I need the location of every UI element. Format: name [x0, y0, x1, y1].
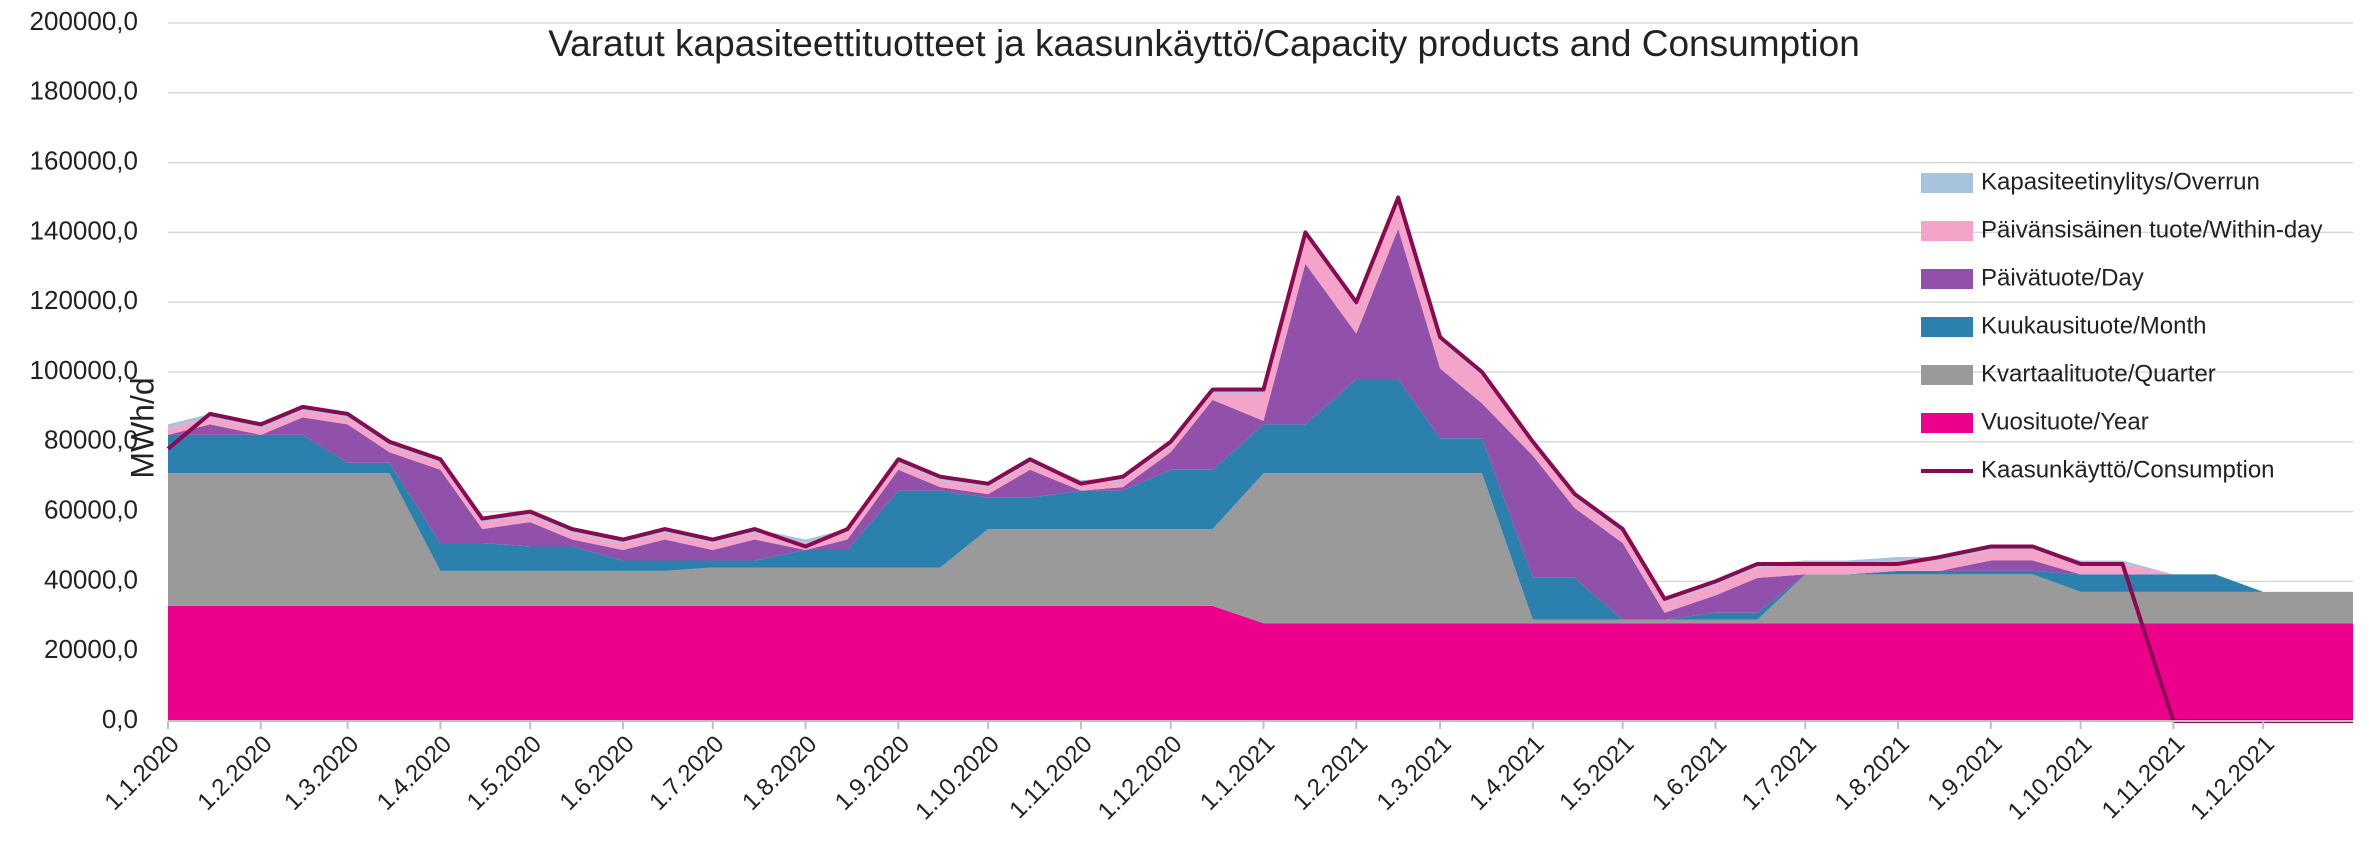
x-tick-label: 1.5.2020 — [462, 731, 547, 816]
x-tick-label: 1.9.2021 — [1922, 731, 2007, 816]
consumption-line — [166, 195, 2353, 723]
legend-label: Kaasunkäyttö/Consumption — [1981, 456, 2275, 483]
y-axis-label: MWh/d — [124, 377, 160, 478]
y-tick-label: 20000,0 — [44, 634, 138, 664]
legend-label: Kuukausituote/Month — [1981, 312, 2206, 339]
area — [168, 200, 2353, 613]
legend-label: Kvartaalituote/Quarter — [1981, 360, 2216, 387]
y-tick-label: 80000,0 — [44, 425, 138, 455]
x-tick-label: 1.9.2020 — [830, 731, 915, 816]
x-tick-label: 1.11.2020 — [1004, 731, 1097, 824]
x-tick-label: 1.6.2020 — [555, 731, 640, 816]
y-tick-label: 140000,0 — [30, 215, 138, 245]
x-tick-label: 1.2.2021 — [1288, 731, 1373, 816]
x-tick-label: 1.1.2021 — [1195, 731, 1280, 816]
legend-label: Päivätuote/Day — [1981, 264, 2144, 291]
y-tick-label: 120000,0 — [30, 285, 138, 315]
y-tick-label: 200000,0 — [30, 6, 138, 36]
x-tick-label: 1.11.2021 — [2097, 731, 2190, 824]
y-tick-label: 160000,0 — [30, 145, 138, 175]
y-tick-label: 60000,0 — [44, 494, 138, 524]
area — [168, 605, 2353, 721]
legend-swatch — [1921, 221, 1973, 241]
x-tick-label: 1.12.2021 — [2185, 731, 2280, 826]
legend-swatch — [1921, 365, 1973, 385]
y-tick-label: 0,0 — [102, 704, 138, 734]
x-tick-label: 1.7.2021 — [1737, 731, 1822, 816]
y-tick-label: 180000,0 — [30, 76, 138, 106]
x-tick-label: 1.6.2021 — [1647, 731, 1732, 816]
x-tick-label: 1.10.2021 — [2003, 731, 2098, 826]
legend-label: Päivänsisäinen tuote/Within-day — [1981, 216, 2323, 243]
area — [168, 473, 2353, 624]
area — [168, 228, 2353, 620]
x-tick-label: 1.5.2021 — [1554, 731, 1639, 816]
y-tick-label: 40000,0 — [44, 564, 138, 594]
x-tick-label: 1.12.2020 — [1093, 731, 1188, 826]
chart-title: Varatut kapasiteettituotteet ja kaasunkä… — [548, 23, 1860, 64]
legend-label: Kapasiteetinylitys/Overrun — [1981, 168, 2260, 195]
legend-swatch — [1921, 317, 1973, 337]
legend-swatch — [1921, 269, 1973, 289]
legend-label: Vuosituote/Year — [1981, 408, 2149, 435]
x-tick-label: 1.4.2021 — [1464, 731, 1549, 816]
x-tick-label: 1.2.2020 — [192, 731, 277, 816]
x-tick-label: 1.4.2020 — [372, 731, 457, 816]
x-tick-label: 1.3.2021 — [1372, 731, 1457, 816]
legend-swatch — [1921, 173, 1973, 193]
x-tick-label: 1.10.2020 — [910, 731, 1005, 826]
legend-swatch — [1921, 413, 1973, 433]
x-tick-label: 1.1.2020 — [100, 731, 185, 816]
x-tick-label: 1.8.2021 — [1830, 731, 1915, 816]
x-tick-label: 1.8.2020 — [737, 731, 822, 816]
area — [168, 378, 2353, 620]
y-tick-label: 100000,0 — [30, 355, 138, 385]
x-tick-label: 1.7.2020 — [644, 731, 729, 816]
x-tick-label: 1.3.2020 — [279, 731, 364, 816]
